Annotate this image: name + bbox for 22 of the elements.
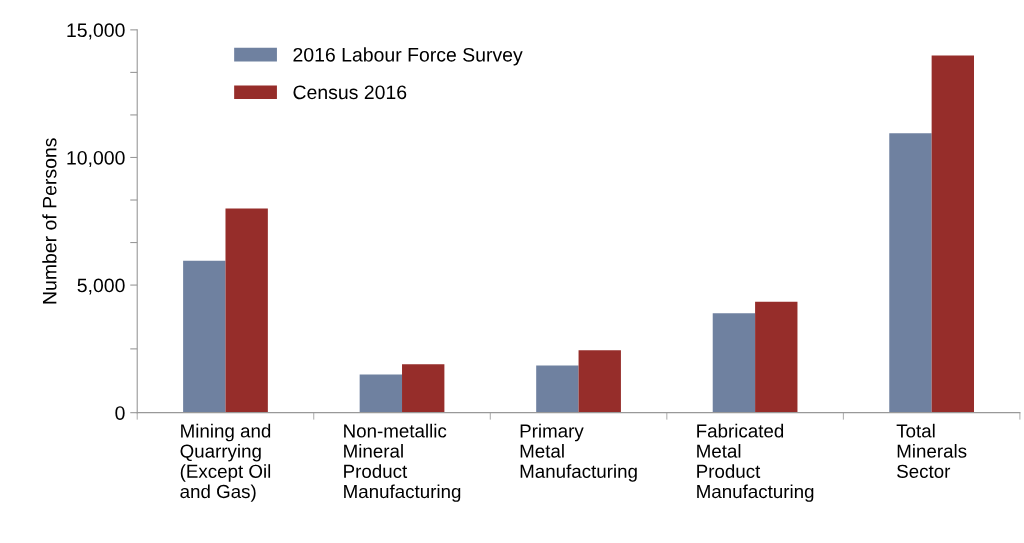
bar [183, 260, 226, 413]
bar [712, 313, 756, 413]
y-tick-label: 5,000 [77, 278, 125, 295]
bar [225, 208, 268, 413]
bar [359, 374, 403, 413]
bar [402, 364, 445, 413]
bar [578, 350, 621, 413]
bar [889, 133, 932, 413]
legend-label: Census 2016 [293, 85, 407, 100]
x-tick-label: Total Minerals Sector [896, 423, 967, 478]
y-tick-label: 15,000 [67, 23, 125, 40]
x-tick-label: Primary Metal Manufacturing [520, 423, 637, 482]
bar [536, 365, 579, 413]
y-tick-label: 0 [115, 406, 125, 420]
y-tick-label: 10,000 [67, 150, 125, 167]
bar [755, 301, 798, 413]
legend-label: 2016 Labour Force Survey [293, 47, 523, 66]
x-tick-label: Mining and Quarrying (Except Oil and Gas) [180, 423, 271, 502]
x-tick-label: Fabricated Metal Product Manufacturing [697, 423, 814, 502]
y-axis-title: Number of Persons [42, 138, 57, 304]
bar [931, 55, 974, 413]
x-tick-label: Non-metallic Mineral Product Manufacturing [344, 423, 461, 502]
